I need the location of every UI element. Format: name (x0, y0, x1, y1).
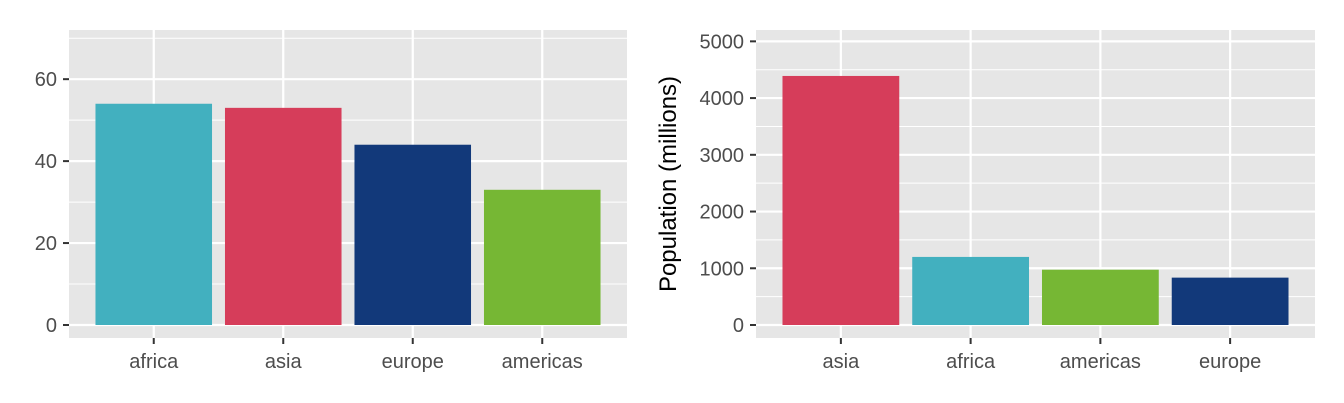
bar-europe (1171, 277, 1289, 325)
x-tick-label: africa (129, 351, 179, 373)
bar-americas (1041, 269, 1159, 325)
bar-asia (224, 107, 342, 325)
y-tick-label: 60 (35, 69, 57, 91)
y-tick-label: 4000 (700, 88, 745, 110)
bar-americas (483, 189, 601, 325)
x-tick-label: americas (502, 351, 583, 373)
x-tick-label: asia (823, 351, 861, 373)
y-tick-label: 5000 (700, 31, 745, 53)
bar-africa (912, 256, 1030, 325)
y-tick-label: 20 (35, 233, 57, 255)
chart-left: africa asia europe americas 0 20 40 60 (35, 30, 627, 373)
bar-africa (95, 103, 213, 325)
x-tick-label: europe (1199, 351, 1261, 373)
x-tick-label: americas (1060, 351, 1141, 373)
x-tick-label: africa (946, 351, 996, 373)
y-tick-label: 40 (35, 151, 57, 173)
y-tick-label: 0 (46, 315, 57, 337)
x-tick-label: europe (382, 351, 444, 373)
y-tick-label: 0 (733, 315, 744, 337)
bar-europe (354, 144, 472, 325)
y-tick-label: 3000 (700, 145, 745, 167)
bar-asia (782, 75, 900, 325)
y-axis-title: Population (millions) (655, 76, 682, 292)
y-tick-label: 2000 (700, 202, 745, 224)
x-tick-label: asia (265, 351, 303, 373)
chart-right: asia africa americas europe 0 1000 2000 3000 400… (655, 30, 1315, 373)
y-tick-label: 1000 (700, 258, 745, 280)
